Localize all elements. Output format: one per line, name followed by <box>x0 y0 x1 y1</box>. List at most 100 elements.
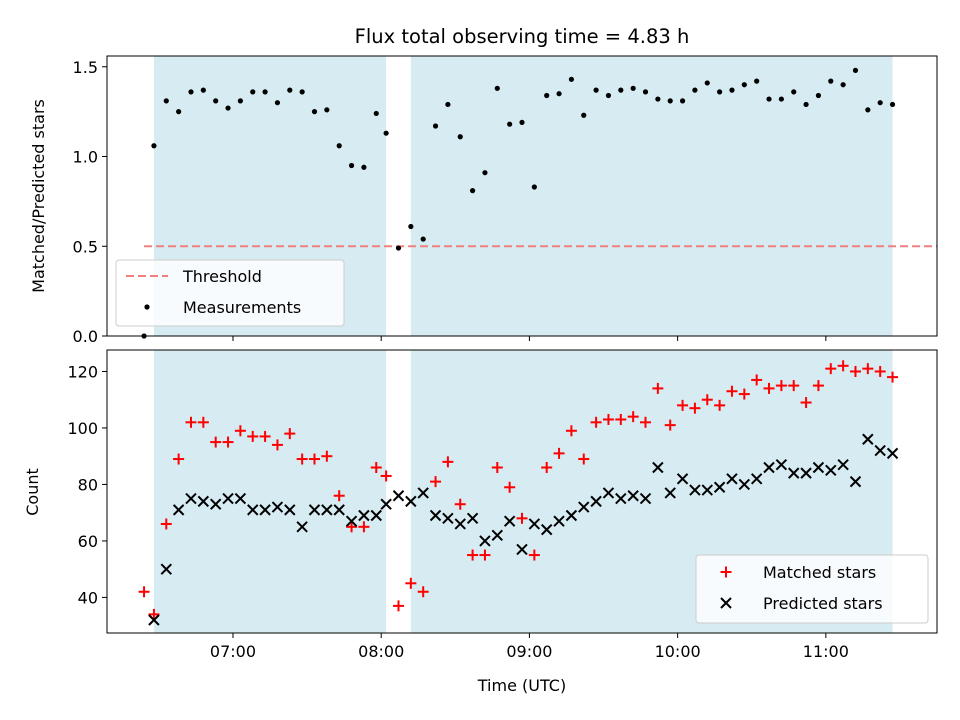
measurement-point-32 <box>519 119 525 126</box>
legend-matched-swatch <box>720 566 732 578</box>
predicted-star-point-26 <box>454 518 466 530</box>
predicted-star-point-55 <box>812 461 825 474</box>
measurement-point-27 <box>457 134 463 140</box>
matched-star-point-32 <box>516 512 528 524</box>
predicted-star-point-22 <box>405 495 417 508</box>
matched-star-point-20 <box>370 461 382 473</box>
measurement-point-52 <box>766 96 772 102</box>
predicted-star-point-57 <box>837 458 849 471</box>
predicted-star-point-1 <box>148 614 160 626</box>
matched-star-point-19 <box>358 521 370 533</box>
predicted-star-point-7 <box>222 492 234 505</box>
bottom-observing-span-1 <box>153 350 387 633</box>
matched-star-point-59 <box>849 365 861 377</box>
matched-star-point-43 <box>652 382 664 394</box>
bottom-ytick-label-4: 100 <box>67 419 98 438</box>
legend-predicted-marker <box>720 597 732 609</box>
matched-star-point-61 <box>874 365 886 377</box>
matched-star-point-10 <box>247 430 259 442</box>
predicted-star-point-37 <box>590 495 602 508</box>
measurement-point-20 <box>373 110 379 117</box>
top-ytick-label-4: 1.5 <box>73 58 98 77</box>
measurement-points <box>141 67 896 339</box>
matched-star-point-34 <box>541 461 553 473</box>
matched-star-point-25 <box>430 476 442 488</box>
bottom-ytick-label-3: 80 <box>78 475 98 494</box>
predicted-star-point-12 <box>284 504 296 516</box>
measurement-point-22 <box>395 245 402 251</box>
matched-star-point-38 <box>590 416 602 428</box>
predicted-star-point-36 <box>578 501 590 513</box>
top-legend: Threshold Measurements <box>115 259 345 327</box>
matched-star-point-49 <box>726 385 738 397</box>
predicted-stars-points <box>148 433 899 626</box>
measurement-point-13 <box>287 87 293 93</box>
matched-star-point-37 <box>578 453 590 465</box>
matched-star-point-15 <box>309 453 320 465</box>
measurement-point-9 <box>237 98 243 104</box>
matched-star-point-30 <box>491 461 503 473</box>
matched-star-point-2 <box>148 608 160 620</box>
predicted-star-point-25 <box>442 512 454 525</box>
measurement-point-12 <box>274 100 281 106</box>
predicted-star-point-59 <box>862 433 874 445</box>
predicted-star-point-53 <box>788 467 800 479</box>
matched-star-point-40 <box>615 413 627 425</box>
predicted-star-point-48 <box>726 473 738 485</box>
top-y-ticks: 0.0 0.5 1.0 1.5 <box>73 58 107 346</box>
matched-star-point-58 <box>837 360 849 372</box>
observing-spans-top <box>153 56 893 336</box>
matched-star-point-45 <box>677 399 689 411</box>
matched-star-point-55 <box>800 397 812 409</box>
measurement-point-47 <box>704 80 710 86</box>
legend-matched-marker <box>720 566 732 578</box>
measurement-point-5 <box>188 89 194 95</box>
bottom-legend-box <box>695 554 929 624</box>
predicted-star-point-15 <box>321 504 333 516</box>
predicted-star-point-51 <box>763 461 775 474</box>
measurement-point-58 <box>840 82 846 88</box>
matched-star-point-46 <box>689 402 701 414</box>
matched-star-point-8 <box>222 436 234 448</box>
xtick-label-1: 07:00 <box>210 642 256 661</box>
measurement-point-54 <box>791 89 797 95</box>
predicted-star-point-43 <box>664 487 676 499</box>
xtick-label-2: 08:00 <box>358 642 404 661</box>
predicted-star-point-42 <box>652 461 664 474</box>
ratio-panel: 0.0 0.5 1.0 1.5 Flux total observing time =… <box>29 25 938 346</box>
predicted-star-point-4 <box>185 492 197 505</box>
top-axes-frame <box>106 55 938 337</box>
matched-star-point-7 <box>210 436 222 448</box>
xtick-label-4: 10:00 <box>655 642 701 661</box>
predicted-star-point-29 <box>491 529 504 541</box>
matched-star-point-16 <box>321 450 333 462</box>
legend-predicted-label: Predicted stars <box>763 594 883 613</box>
measurement-point-53 <box>778 96 784 102</box>
measurement-point-17 <box>336 143 342 149</box>
measurement-point-15 <box>311 109 318 115</box>
legend-threshold-label: Threshold <box>182 267 262 286</box>
measurement-point-56 <box>815 92 822 99</box>
bottom-y-ticks: 40 60 80 100 120 <box>67 362 107 607</box>
bottom-legend: Matched stars Predicted stars <box>695 554 929 624</box>
matched-star-point-26 <box>442 456 454 468</box>
matched-star-point-52 <box>763 382 775 394</box>
measurement-point-61 <box>877 100 883 106</box>
predicted-star-point-39 <box>615 492 627 505</box>
matched-star-point-14 <box>296 453 308 465</box>
measurement-point-38 <box>593 87 599 93</box>
measurement-point-49 <box>729 87 735 93</box>
matched-star-point-1 <box>138 586 150 598</box>
predicted-star-point-14 <box>308 504 321 516</box>
measurement-point-31 <box>507 121 513 127</box>
matched-star-point-3 <box>160 518 172 530</box>
predicted-star-point-60 <box>874 444 886 457</box>
predicted-star-point-24 <box>429 509 442 522</box>
predicted-star-point-5 <box>197 495 210 508</box>
predicted-star-point-33 <box>540 523 553 536</box>
predicted-star-point-11 <box>271 501 284 513</box>
matched-star-point-39 <box>602 413 614 425</box>
measurement-point-59 <box>852 67 859 73</box>
predicted-star-point-16 <box>333 504 345 516</box>
measurement-point-37 <box>581 112 587 118</box>
